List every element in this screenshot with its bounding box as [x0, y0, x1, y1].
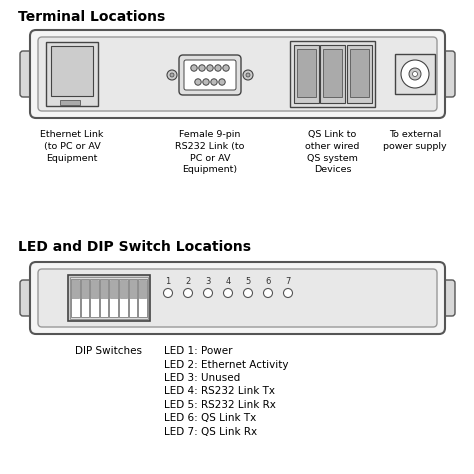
Text: LED 1: Power: LED 1: Power — [164, 346, 233, 356]
Circle shape — [203, 289, 212, 298]
FancyBboxPatch shape — [20, 280, 34, 316]
Circle shape — [243, 70, 253, 80]
Text: Ethernet Link
(to PC or AV
Equipment: Ethernet Link (to PC or AV Equipment — [40, 130, 104, 163]
Bar — [91, 280, 99, 298]
Text: LED 4: RS232 Link Tx: LED 4: RS232 Link Tx — [164, 386, 275, 396]
FancyBboxPatch shape — [20, 51, 34, 97]
Circle shape — [224, 289, 233, 298]
Bar — [350, 49, 369, 97]
Bar — [68, 275, 150, 321]
Bar — [138, 279, 147, 317]
Bar — [81, 280, 89, 298]
Text: LED 6: QS Link Tx: LED 6: QS Link Tx — [164, 413, 256, 423]
Text: LED 7: QS Link Rx: LED 7: QS Link Rx — [164, 427, 257, 437]
Text: LED 2: Ethernet Activity: LED 2: Ethernet Activity — [164, 359, 289, 370]
Text: Female 9-pin
RS232 Link (to
PC or AV
Equipment): Female 9-pin RS232 Link (to PC or AV Equ… — [175, 130, 245, 174]
Text: 3: 3 — [205, 277, 210, 286]
Text: 2: 2 — [185, 277, 191, 286]
Bar — [60, 100, 80, 105]
Circle shape — [207, 65, 213, 71]
FancyBboxPatch shape — [30, 262, 445, 334]
Circle shape — [199, 65, 205, 71]
Circle shape — [164, 289, 173, 298]
Text: 7: 7 — [285, 277, 291, 286]
Bar — [119, 280, 127, 298]
Text: To external
power supply: To external power supply — [383, 130, 447, 151]
Circle shape — [170, 73, 174, 77]
FancyBboxPatch shape — [441, 51, 455, 97]
Circle shape — [401, 60, 429, 88]
Text: DIP Switches: DIP Switches — [75, 346, 143, 356]
FancyBboxPatch shape — [38, 37, 437, 111]
Bar — [51, 46, 93, 96]
FancyBboxPatch shape — [30, 30, 445, 118]
Text: Terminal Locations: Terminal Locations — [18, 10, 165, 24]
Circle shape — [219, 79, 225, 85]
Bar — [71, 279, 80, 317]
Bar — [323, 49, 343, 97]
Text: 5: 5 — [246, 277, 251, 286]
Circle shape — [203, 79, 209, 85]
Circle shape — [246, 73, 250, 77]
FancyBboxPatch shape — [179, 55, 241, 95]
Bar — [347, 45, 372, 103]
Bar — [81, 279, 89, 317]
Bar — [109, 279, 118, 317]
Text: QS Link to
other wired
QS system
Devices: QS Link to other wired QS system Devices — [305, 130, 360, 174]
Bar — [395, 54, 435, 94]
Text: LED and DIP Switch Locations: LED and DIP Switch Locations — [18, 240, 251, 254]
Text: LED 5: RS232 Link Rx: LED 5: RS232 Link Rx — [164, 400, 276, 410]
Circle shape — [244, 289, 253, 298]
Bar — [119, 279, 128, 317]
FancyBboxPatch shape — [441, 280, 455, 316]
Bar — [70, 277, 148, 319]
Text: 4: 4 — [225, 277, 231, 286]
Circle shape — [409, 68, 421, 80]
Text: LED 3: Unused: LED 3: Unused — [164, 373, 240, 383]
FancyBboxPatch shape — [184, 60, 236, 90]
Bar — [100, 280, 108, 298]
Bar — [46, 42, 98, 106]
Bar — [110, 280, 118, 298]
Circle shape — [283, 289, 292, 298]
Text: 6: 6 — [265, 277, 271, 286]
Circle shape — [195, 79, 201, 85]
Circle shape — [264, 289, 273, 298]
Circle shape — [412, 72, 418, 76]
Bar — [100, 279, 109, 317]
Bar — [129, 279, 137, 317]
Circle shape — [191, 65, 197, 71]
Bar — [129, 280, 137, 298]
Circle shape — [211, 79, 217, 85]
FancyBboxPatch shape — [38, 269, 437, 327]
Circle shape — [167, 70, 177, 80]
Circle shape — [183, 289, 192, 298]
Bar — [320, 45, 346, 103]
Bar — [139, 280, 146, 298]
Text: 1: 1 — [165, 277, 171, 286]
Circle shape — [215, 65, 221, 71]
Bar — [294, 45, 319, 103]
Bar — [290, 41, 375, 107]
Bar — [90, 279, 99, 317]
Bar — [297, 49, 316, 97]
Circle shape — [223, 65, 229, 71]
Bar — [72, 280, 79, 298]
